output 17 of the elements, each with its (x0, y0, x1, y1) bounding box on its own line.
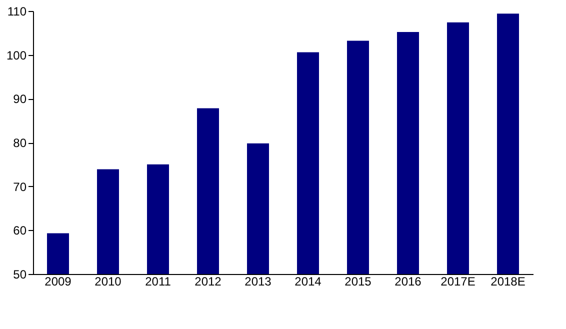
y-tick-label: 110 (7, 4, 27, 18)
y-tick-label: 60 (13, 224, 27, 238)
x-tick-label: 2017E (440, 274, 476, 288)
x-tick-label: 2010 (94, 274, 122, 288)
x-tick-label: 2016 (394, 274, 422, 288)
y-tick-label: 100 (6, 48, 27, 62)
y-tick-label: 70 (13, 180, 27, 194)
y-tick-label: 80 (13, 136, 27, 150)
x-tick-label: 2015 (344, 274, 372, 288)
y-tick-label: 50 (13, 268, 27, 282)
x-tick-label: 2014 (294, 274, 322, 288)
x-tick-label: 2012 (194, 274, 222, 288)
x-tick-label: 2011 (145, 274, 172, 288)
y-tick-label: 90 (13, 92, 27, 106)
x-tick-label: 2018E (490, 274, 526, 288)
x-tick-label: 2013 (244, 274, 272, 288)
x-tick-label: 2009 (44, 274, 72, 288)
